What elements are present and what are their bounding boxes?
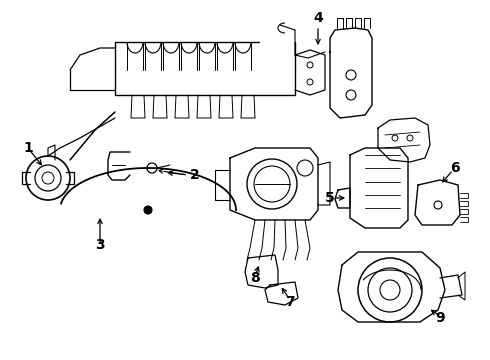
- Circle shape: [297, 160, 313, 176]
- Text: 3: 3: [95, 238, 105, 252]
- Circle shape: [307, 62, 313, 68]
- Text: 5: 5: [325, 191, 335, 205]
- Circle shape: [392, 135, 398, 141]
- Text: 8: 8: [250, 271, 260, 285]
- Circle shape: [346, 70, 356, 80]
- Circle shape: [254, 166, 290, 202]
- Circle shape: [368, 268, 412, 312]
- Text: 9: 9: [435, 311, 445, 325]
- Text: 7: 7: [285, 295, 295, 309]
- Circle shape: [35, 165, 61, 191]
- Circle shape: [247, 159, 297, 209]
- Text: 4: 4: [313, 11, 323, 25]
- Circle shape: [307, 79, 313, 85]
- Circle shape: [26, 156, 70, 200]
- Circle shape: [380, 280, 400, 300]
- Circle shape: [434, 201, 442, 209]
- Circle shape: [346, 90, 356, 100]
- Circle shape: [42, 172, 54, 184]
- Circle shape: [407, 135, 413, 141]
- Circle shape: [144, 206, 152, 214]
- Circle shape: [147, 163, 157, 173]
- Text: 6: 6: [450, 161, 460, 175]
- Circle shape: [358, 258, 422, 322]
- Text: 2: 2: [190, 168, 200, 182]
- Text: 1: 1: [23, 141, 33, 155]
